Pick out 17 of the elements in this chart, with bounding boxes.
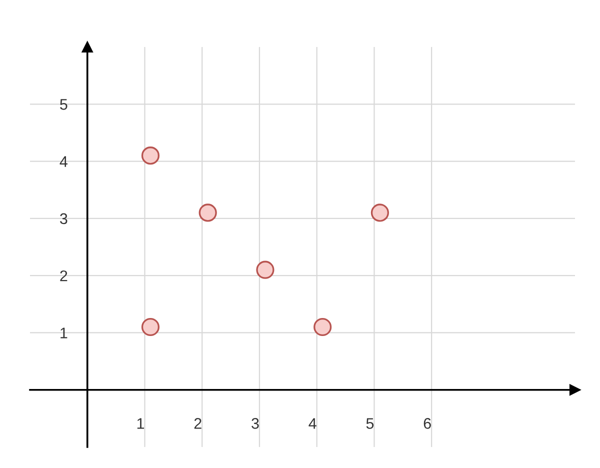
point [256, 260, 274, 279]
y-tick-label: 2 [60, 270, 68, 282]
y-tick-label: 3 [60, 213, 68, 224]
point [141, 146, 160, 165]
point [314, 318, 332, 336]
point [141, 318, 160, 336]
x-tick-label: 5 [366, 418, 374, 429]
y-tick-label: 1 [60, 328, 68, 338]
x-tick-label: 4 [308, 418, 316, 429]
point [370, 204, 389, 222]
y-tick-label: 5 [60, 99, 68, 110]
x-tick-label: 1 [137, 418, 144, 429]
y-tick-label: 4 [60, 156, 68, 167]
point [198, 204, 217, 222]
x-tick-label: 6 [424, 418, 431, 429]
x-tick-label: 2 [194, 418, 202, 429]
x-tick-label: 3 [252, 418, 259, 429]
